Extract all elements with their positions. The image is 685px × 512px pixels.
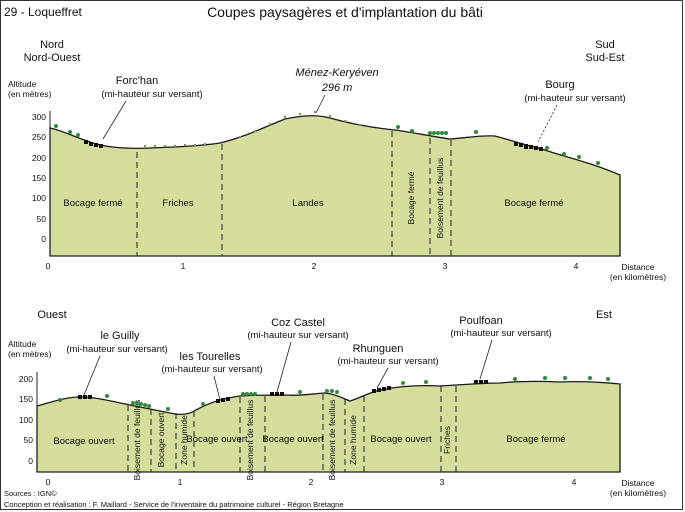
direction-left-2: Nord-Ouest — [24, 52, 81, 64]
leader-line — [537, 104, 558, 143]
y-axis-unit: (en mètres) — [8, 349, 52, 359]
leader-line — [102, 100, 127, 140]
place-name: Coz Castel — [271, 317, 325, 329]
zone-label: Friches — [442, 426, 452, 454]
place-note: (mi-hauteur sur versant) — [247, 330, 348, 341]
direction-right-1: Est — [596, 309, 612, 321]
zone-label: Bocage fermé — [63, 198, 122, 209]
x-tick-label: 2 — [309, 477, 314, 487]
leader-line — [479, 339, 493, 380]
section-west-east: Ouest Est Altitude (en mètres) Bocage ou… — [8, 309, 666, 498]
x-ticks: 0 1 2 3 4 — [46, 261, 579, 271]
place-note: (mi-hauteur sur versant) — [337, 356, 438, 367]
y-tick-label: 50 — [24, 435, 34, 445]
zone-label: Boisement de feuillus — [132, 400, 142, 481]
x-tick-label: 3 — [443, 261, 448, 271]
direction-right-1: Sud — [595, 39, 615, 51]
x-tick-label: 2 — [312, 261, 317, 271]
zone-label: Landes — [292, 198, 323, 209]
leader-line — [376, 367, 389, 389]
x-axis-title: Distance — [621, 262, 654, 272]
place-note: (mi-hauteur sur versant) — [450, 328, 551, 339]
y-tick-label: 200 — [32, 153, 46, 163]
place-name: Rhunguen — [353, 343, 404, 355]
leader-line — [83, 355, 101, 396]
x-ticks: 0 1 2 3 4 — [46, 477, 577, 487]
region-label: 29 - Loqueffret — [4, 5, 83, 19]
terrain-profile — [49, 115, 621, 257]
x-axis-unit: (en kilomètres) — [610, 272, 666, 282]
houses-bourg — [514, 142, 543, 151]
x-tick-label: 3 — [440, 477, 445, 487]
summit-name: Ménez-Keryéven — [295, 67, 378, 79]
figure-title: Coupes paysagères et d'implantation du b… — [207, 4, 483, 20]
scrub-vegetation — [143, 110, 362, 148]
y-axis-title: Altitude — [8, 339, 37, 349]
zone-label: Bocage fermé — [506, 434, 565, 445]
y-tick-label: 50 — [37, 214, 47, 224]
houses-forchan — [84, 140, 103, 148]
zone-label: Bocage ouvert — [370, 434, 432, 445]
x-axis-unit: (en kilomètres) — [610, 488, 666, 498]
y-tick-label: 250 — [32, 132, 46, 142]
zone-label: Boisement de feuillus — [245, 400, 255, 481]
x-tick-label: 1 — [181, 261, 186, 271]
place-note: (mi-hauteur sur versant) — [101, 89, 202, 100]
zone-label: Bocage ouvert — [53, 436, 115, 447]
section-north-south: Nord Nord-Ouest Sud Sud-Est Altitude (en… — [8, 39, 666, 282]
zone-label: Zone humide — [179, 415, 189, 465]
x-axis-title: Distance — [621, 478, 654, 488]
zone-label: Bocage fermé — [504, 198, 563, 209]
zone-label: Boisement de feuillus — [327, 400, 337, 481]
credits-text: Conception et réalisation : F. Maillard … — [4, 500, 344, 509]
y-tick-label: 100 — [19, 415, 33, 425]
summit-altitude: 296 m — [321, 82, 353, 94]
y-tick-label: 100 — [32, 193, 46, 203]
x-tick-label: 0 — [46, 261, 51, 271]
sources-text: Sources : IGN© — [4, 489, 57, 498]
zone-label: Bocage ouvert — [262, 434, 324, 445]
zone-label: Bocage ouvert — [186, 434, 248, 445]
x-tick-label: 4 — [572, 477, 577, 487]
direction-left-1: Nord — [40, 39, 64, 51]
houses — [78, 380, 488, 403]
y-ticks: 200 150 100 50 0 — [19, 374, 33, 466]
y-axis-unit: (en mètres) — [8, 89, 52, 99]
y-ticks: 300 250 200 150 100 50 0 — [32, 112, 46, 244]
zone-dividers — [127, 386, 457, 472]
zone-label: Bocage fermé — [406, 171, 416, 224]
y-tick-label: 200 — [19, 374, 33, 384]
zone-label: Boisement de feuillus — [435, 158, 445, 239]
y-axis-title: Altitude — [8, 79, 37, 89]
x-tick-label: 1 — [178, 477, 183, 487]
leader-line — [276, 341, 292, 393]
y-tick-label: 0 — [28, 456, 33, 466]
y-tick-label: 150 — [32, 173, 46, 183]
x-tick-label: 0 — [46, 477, 51, 487]
place-note: (mi-hauteur sur versant) — [524, 93, 625, 104]
trees — [58, 376, 610, 411]
zone-label: Bocage ouvert — [156, 412, 166, 467]
place-name: les Tourelles — [180, 351, 241, 363]
direction-right-2: Sud-Est — [585, 52, 624, 64]
place-name: le Guilly — [100, 330, 140, 342]
terrain-profile — [36, 380, 621, 473]
zone-label: Friches — [162, 198, 193, 209]
x-tick-label: 4 — [574, 261, 579, 271]
place-name: Bourg — [545, 79, 574, 91]
y-tick-label: 300 — [32, 112, 46, 122]
leader-line — [315, 94, 326, 114]
place-note: (mi-hauteur sur versant) — [161, 364, 262, 375]
trees — [54, 124, 600, 165]
y-tick-label: 0 — [41, 234, 46, 244]
leader-line — [213, 375, 221, 401]
place-name: Forc'han — [116, 75, 158, 87]
y-tick-label: 150 — [19, 394, 33, 404]
place-note: (mi-hauteur sur versant) — [66, 344, 167, 355]
direction-left-1: Ouest — [37, 309, 66, 321]
zone-label: Zone humide — [348, 415, 358, 465]
place-name: Poulfoan — [459, 315, 502, 327]
